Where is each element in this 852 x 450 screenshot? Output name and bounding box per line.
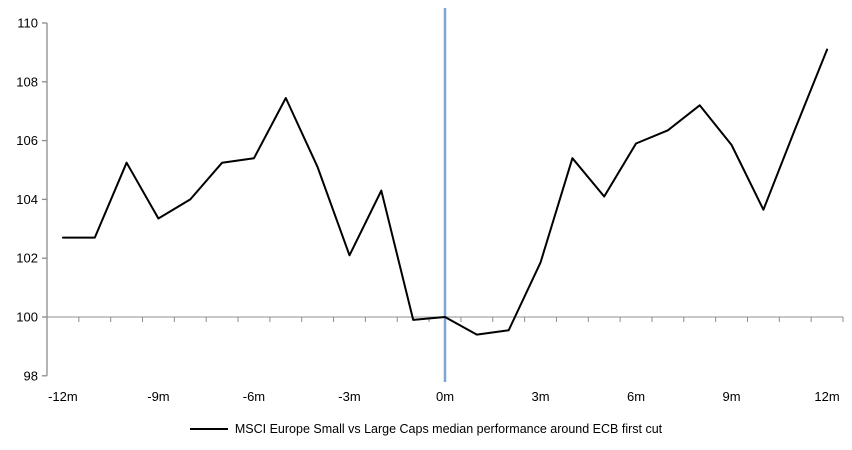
legend-label: MSCI Europe Small vs Large Caps median p… <box>234 422 663 436</box>
y-tick-label: 100 <box>16 310 38 325</box>
x-tick-label: -12m <box>48 389 78 404</box>
x-tick-label: -3m <box>338 389 360 404</box>
x-tick-label: -6m <box>243 389 265 404</box>
x-tick-label: 0m <box>436 389 454 404</box>
x-tick-label: -9m <box>147 389 169 404</box>
legend-line-sample <box>189 428 228 430</box>
y-tick-label: 104 <box>16 192 38 207</box>
y-tick-label: 110 <box>17 16 38 31</box>
x-tick-label: 12m <box>814 389 839 404</box>
y-tick-label: 98 <box>24 368 38 383</box>
x-tick-label: 3m <box>531 389 549 404</box>
legend: MSCI Europe Small vs Large Caps median p… <box>0 422 852 436</box>
series-line-msci-small-vs-large <box>61 48 829 336</box>
y-tick-label: 108 <box>16 74 38 89</box>
y-tick-label: 106 <box>16 133 38 148</box>
y-tick-label: 102 <box>16 251 38 266</box>
x-tick-label: 6m <box>627 389 645 404</box>
x-tick-label: 9m <box>723 389 741 404</box>
